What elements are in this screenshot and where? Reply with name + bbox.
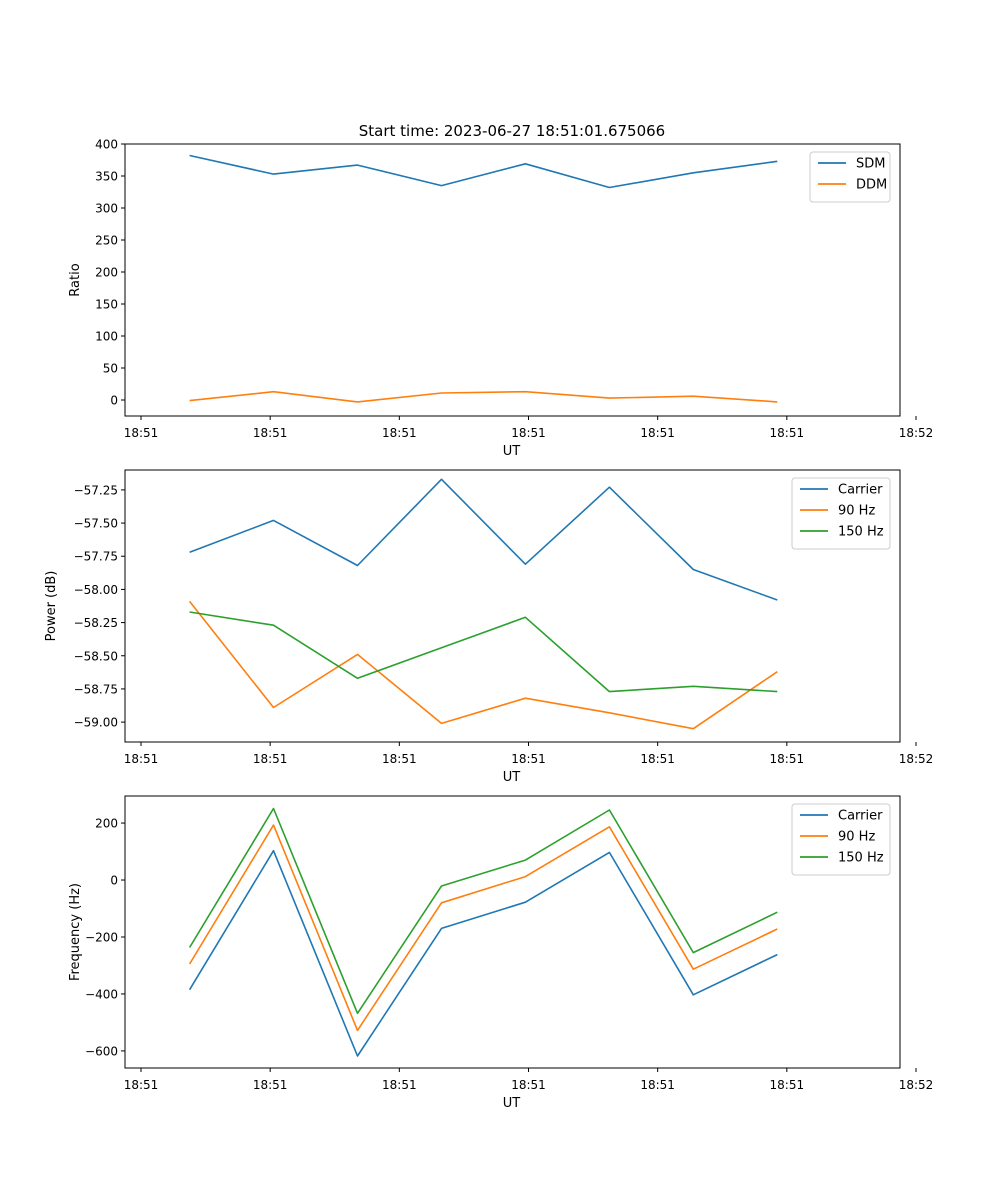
legend-entry-label: 150 Hz	[838, 851, 884, 866]
y-tick-label: −57.50	[74, 517, 118, 531]
y-tick-label: 0	[110, 874, 118, 888]
y-tick-label: −58.75	[74, 682, 118, 696]
x-tick-label: 18:51	[124, 752, 159, 766]
x-tick-label: 18:51	[770, 752, 805, 766]
x-tick-label: 18:51	[253, 1078, 288, 1092]
x-axis-label: UT	[503, 770, 521, 785]
chart-panel-1: 0 50 100 150 200 250 300 350 400 18:51 18:51 18:51 1…	[68, 138, 933, 460]
legend: Carrier 90 Hz 150 Hz	[791, 477, 891, 550]
x-tick-label: 18:51	[770, 1078, 805, 1092]
x-tick-label: 18:51	[640, 752, 675, 766]
series-line-150-hz	[188, 807, 778, 1015]
legend-entry-label: 90 Hz	[838, 830, 875, 845]
legend-entry-label: 90 Hz	[838, 504, 875, 519]
y-tick-label: 50	[103, 362, 118, 376]
y-tick-label: 0	[110, 394, 118, 408]
y-tick-label: −200	[85, 930, 118, 944]
x-tick-label: 18:51	[511, 426, 546, 440]
y-tick-label: −600	[85, 1044, 118, 1058]
x-tick-label: 18:51	[253, 426, 288, 440]
x-axis-label: UT	[503, 444, 521, 459]
x-tick-label: 18:51	[511, 1078, 546, 1092]
y-tick-label: −400	[85, 987, 118, 1001]
x-tick-label: 18:51	[124, 1078, 159, 1092]
y-tick-label: −58.25	[74, 616, 118, 630]
axes-frame	[124, 143, 901, 417]
x-tick-label: 18:51	[382, 426, 417, 440]
legend: Carrier 90 Hz 150 Hz	[791, 803, 891, 876]
y-tick-label: −58.50	[74, 649, 118, 663]
chart-title: Start time: 2023-06-27 18:51:01.675066	[359, 122, 665, 140]
legend: SDM DDM	[809, 151, 891, 203]
x-tick-label: 18:51	[640, 1078, 675, 1092]
series-line-carrier	[188, 849, 778, 1057]
series-line-150-hz	[189, 611, 778, 693]
y-tick-label: 200	[95, 817, 118, 831]
series-line-ddm	[189, 390, 778, 403]
y-axis-label: Frequency (Hz)	[68, 883, 83, 981]
x-tick-label: 18:52	[899, 1078, 934, 1092]
y-tick-label: −57.25	[74, 483, 118, 497]
y-tick-label: −57.75	[74, 550, 118, 564]
x-tick-label: 18:51	[770, 426, 805, 440]
x-tick-label: 18:51	[382, 752, 417, 766]
series-line-carrier	[189, 478, 778, 601]
y-axis-label: Power (dB)	[44, 571, 59, 642]
legend-entry-label: DDM	[856, 178, 887, 193]
y-axis-label: Ratio	[68, 263, 83, 296]
y-tick-label: 250	[95, 234, 118, 248]
legend-entry-label: Carrier	[838, 483, 883, 498]
y-tick-label: −59.00	[74, 716, 118, 730]
chart-panel-2: −59.00 −58.75 −58.50 −58.25 −58.00 −57.75 −57.…	[44, 469, 934, 785]
x-axis-label: UT	[503, 1096, 521, 1111]
x-tick-label: 18:51	[253, 752, 288, 766]
legend-box	[809, 151, 891, 203]
x-tick-label: 18:52	[899, 752, 934, 766]
legend-entry-label: Carrier	[838, 809, 883, 824]
y-tick-label: 400	[95, 138, 118, 152]
x-tick-label: 18:51	[124, 426, 159, 440]
y-tick-label: 350	[95, 170, 118, 184]
series-line-sdm	[189, 154, 778, 189]
x-tick-label: 18:51	[511, 752, 546, 766]
legend-entry-label: SDM	[856, 157, 885, 172]
axes-frame	[124, 469, 901, 743]
y-tick-label: −58.00	[74, 583, 118, 597]
x-tick-label: 18:52	[899, 426, 934, 440]
y-tick-label: 200	[95, 266, 118, 280]
x-tick-label: 18:51	[382, 1078, 417, 1092]
y-tick-label: 300	[95, 202, 118, 216]
y-tick-label: 150	[95, 298, 118, 312]
legend-entry-label: 150 Hz	[838, 525, 884, 540]
x-tick-label: 18:51	[640, 426, 675, 440]
series-line-90-hz	[188, 600, 778, 730]
chart-panel-3: −600 −400 −200 0 200 18:51 18:51 18:51 18:51 18:5…	[68, 795, 934, 1111]
series-line-90-hz	[188, 824, 778, 1032]
axes-frame	[124, 795, 901, 1069]
y-tick-label: 100	[95, 330, 118, 344]
